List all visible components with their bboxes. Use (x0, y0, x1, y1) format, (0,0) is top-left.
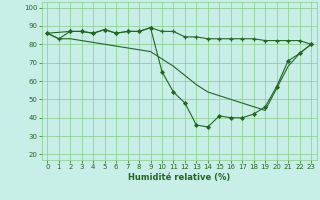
X-axis label: Humidité relative (%): Humidité relative (%) (128, 173, 230, 182)
